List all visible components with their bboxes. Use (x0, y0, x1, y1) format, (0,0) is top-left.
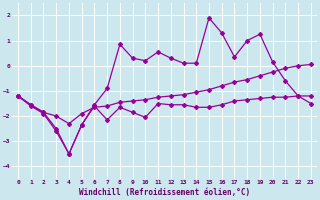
X-axis label: Windchill (Refroidissement éolien,°C): Windchill (Refroidissement éolien,°C) (79, 188, 250, 197)
